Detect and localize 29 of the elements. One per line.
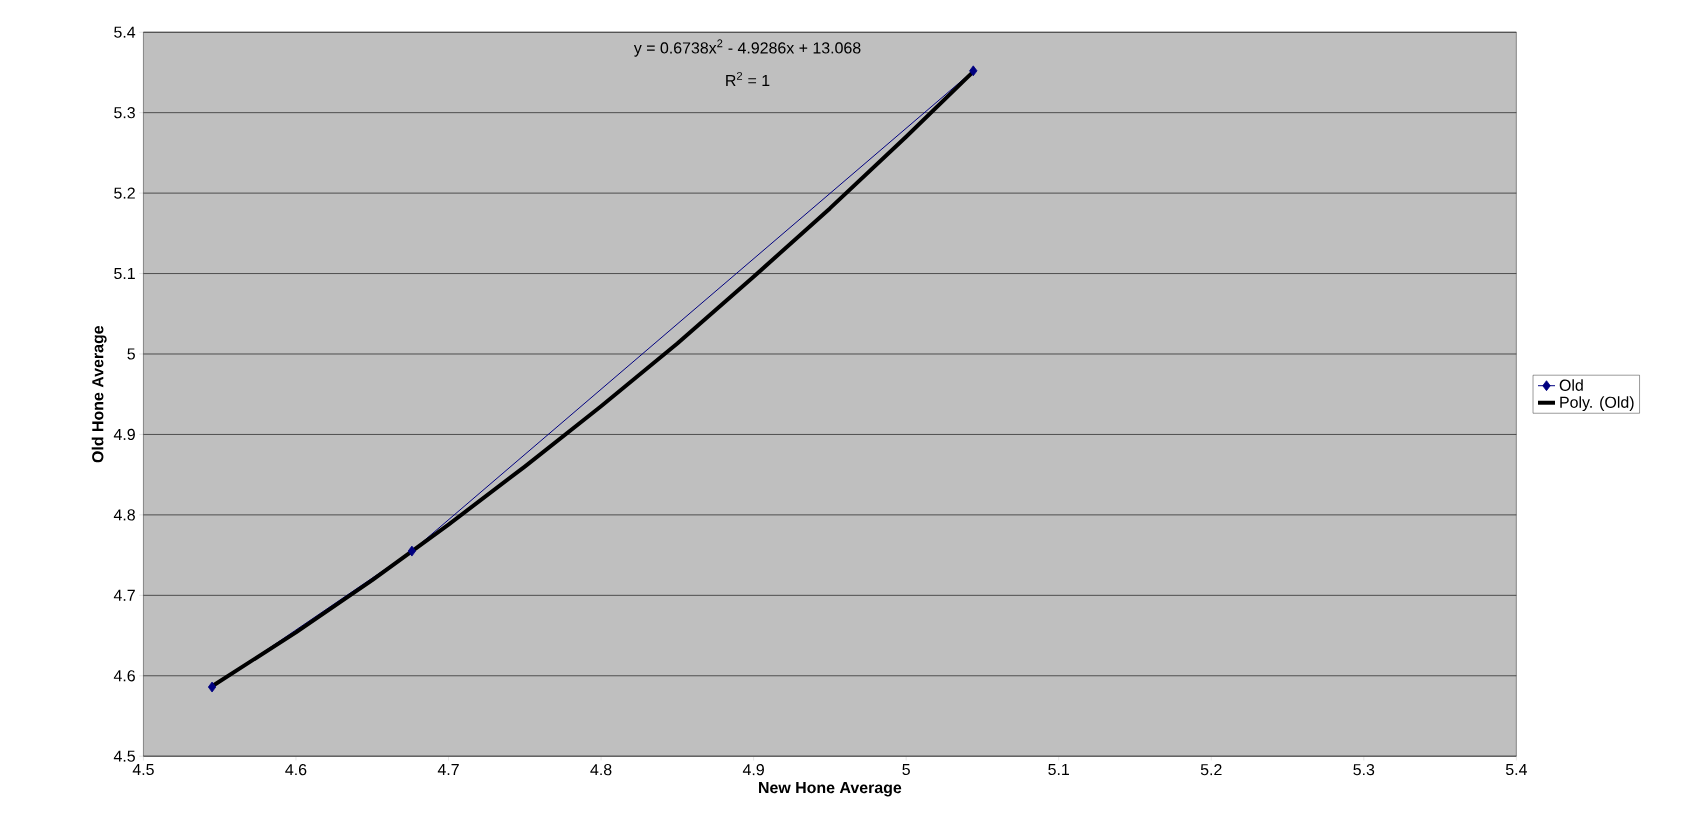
x-tick-label: 4.6 <box>285 763 307 776</box>
y-tick-label: 4.7 <box>113 589 135 601</box>
y-tick-label: 5 <box>127 348 135 360</box>
annotation: R$^{2}$ = 1 <box>726 71 770 86</box>
x-tick-label: 4.7 <box>437 763 459 775</box>
x-tick-label: 5.1 <box>1048 763 1069 776</box>
x-tick-label: 5 <box>902 763 910 776</box>
y-tick-label: 5.2 <box>114 187 135 199</box>
x-tick-label: 4.5 <box>132 763 154 776</box>
x-tick-label: 5.3 <box>1353 763 1375 776</box>
annotation: y = 0.6738x$^{2}$ - 4.9286x + 13.068 <box>633 39 861 57</box>
y-tick-label: 5.1 <box>114 267 135 280</box>
point <box>207 681 217 693</box>
y-tick-label: 4.6 <box>113 670 135 682</box>
y-tick-label: 4.5 <box>113 750 135 762</box>
y-tick-label: 5.4 <box>114 26 136 38</box>
x-axis-title: New Hone Average <box>759 782 902 797</box>
y-tick-label: 4.9 <box>113 428 135 441</box>
legend-label: Poly. (Old) <box>1560 396 1634 412</box>
x-tick-label: 4.9 <box>742 763 764 776</box>
y-tick-label: 5.3 <box>114 107 135 119</box>
point <box>407 545 417 557</box>
y-tick-label: 4.8 <box>113 509 135 521</box>
legend-label: Old <box>1559 379 1583 391</box>
x-tick-label: 5.4 <box>1505 763 1527 776</box>
x-tick-label: 4.8 <box>590 763 612 776</box>
x-tick-label: 5.2 <box>1200 763 1222 776</box>
y-axis-title: Old Hone Average <box>91 325 107 463</box>
point <box>969 65 978 77</box>
